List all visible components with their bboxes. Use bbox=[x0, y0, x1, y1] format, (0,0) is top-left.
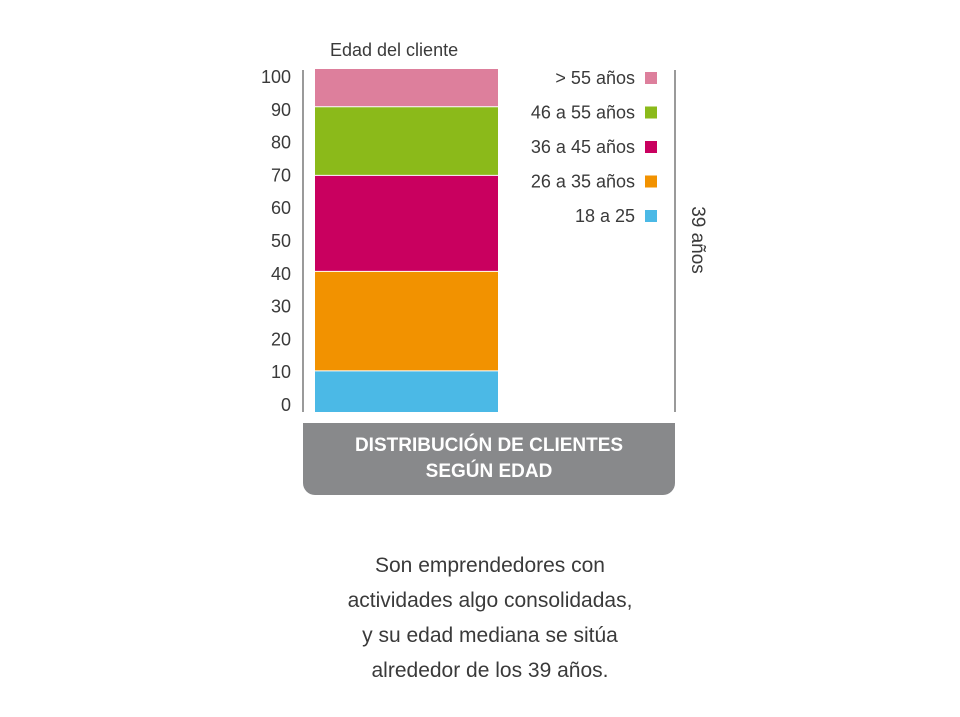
description-line-1: Son emprendedores con bbox=[375, 554, 605, 577]
chart-title: Edad del cliente bbox=[330, 40, 459, 60]
median-age-label: 39 años bbox=[687, 206, 708, 274]
y-tick-label: 100 bbox=[261, 67, 291, 87]
legend-label: 46 a 55 años bbox=[531, 103, 635, 123]
y-tick-label: 30 bbox=[271, 297, 291, 317]
y-tick-label: 50 bbox=[271, 231, 291, 251]
description-line-4: alrededor de los 39 años. bbox=[371, 659, 609, 682]
y-tick-label: 20 bbox=[271, 329, 291, 349]
y-tick-label: 60 bbox=[271, 198, 291, 218]
y-tick-label: 0 bbox=[281, 395, 291, 415]
legend-label: 26 a 35 años bbox=[531, 172, 635, 192]
legend-label: 18 a 25 bbox=[575, 206, 635, 226]
y-tick-label: 70 bbox=[271, 165, 291, 185]
bar-segment-0 bbox=[315, 370, 498, 412]
bar-segment-3 bbox=[315, 106, 498, 176]
stacked-bar-chart: 0 10 20 30 40 50 60 70 80 90 100 > 55 años 46 a 55 a… bbox=[261, 67, 657, 415]
legend-label: 36 a 45 años bbox=[531, 137, 635, 157]
legend-swatch bbox=[645, 106, 657, 119]
description-line-3: y su edad mediana se sitúa bbox=[362, 624, 618, 647]
caption-line-2: SEGÚN EDAD bbox=[425, 461, 553, 482]
y-tick-label: 90 bbox=[271, 100, 291, 120]
legend-swatch bbox=[645, 72, 657, 84]
legend-swatch bbox=[645, 175, 657, 188]
caption-line-1: DISTRIBUCIÓN DE CLIENTES bbox=[354, 435, 624, 456]
y-tick-label: 10 bbox=[271, 362, 291, 382]
bar-segment-4 bbox=[315, 69, 498, 107]
chart-caption: DISTRIBUCIÓN DE CLIENTES SEGÚN EDAD bbox=[303, 423, 675, 495]
legend-label: > 55 años bbox=[555, 68, 635, 88]
legend-swatch bbox=[645, 210, 657, 222]
median-bracket-line bbox=[674, 70, 676, 412]
description-line-2: actividades algo consolidadas, bbox=[347, 589, 633, 612]
bar-segment-1 bbox=[315, 271, 498, 371]
y-tick-label: 40 bbox=[271, 264, 291, 284]
description: Son emprendedores con actividades algo c… bbox=[280, 548, 700, 688]
legend-swatch bbox=[645, 141, 657, 153]
bar-segment-2 bbox=[315, 175, 498, 272]
y-tick-label: 80 bbox=[271, 133, 291, 153]
y-axis-line bbox=[302, 70, 304, 412]
